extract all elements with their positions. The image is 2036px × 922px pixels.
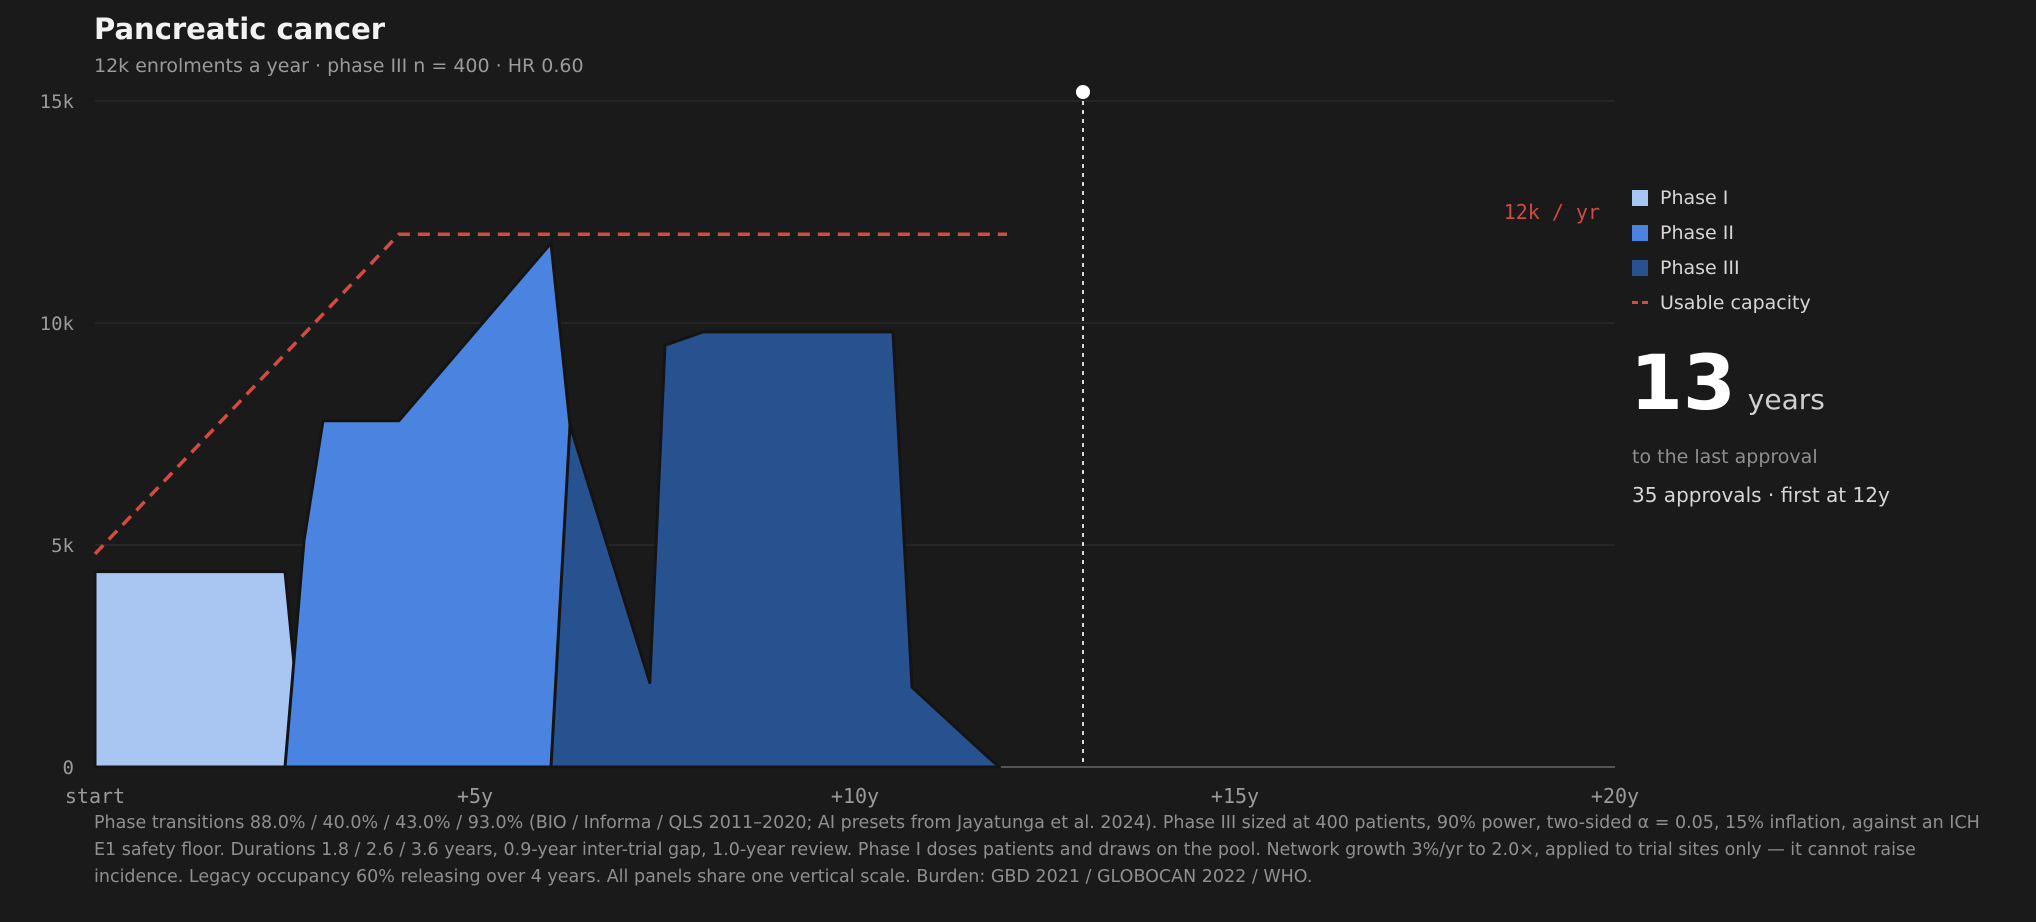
capacity-layer xyxy=(93,232,1007,556)
x-tick-label: +20y xyxy=(1591,784,1639,808)
y-tick-label: 15k xyxy=(40,91,75,113)
legend-label: Usable capacity xyxy=(1660,291,1811,314)
area-phase-i xyxy=(93,570,306,769)
approval-marker-dot xyxy=(1076,85,1090,99)
legend-item-phase-2: Phase II xyxy=(1632,215,1811,250)
legend-label: Phase III xyxy=(1660,256,1740,279)
area-phase-iii xyxy=(549,330,1001,769)
x-tick-label: +15y xyxy=(1211,784,1259,808)
legend-swatch-phase-1 xyxy=(1632,189,1648,206)
y-tick-label: 10k xyxy=(40,313,75,335)
legend-swatch-phase-3 xyxy=(1632,259,1648,276)
legend-swatch-capacity xyxy=(1632,301,1648,304)
summary-detail: 35 approvals · first at 12y xyxy=(1632,483,1890,507)
area-series xyxy=(93,241,1001,769)
axis-ticks: 0 5k 10k 15k start +5y +10y +15y +20y xyxy=(40,91,1639,808)
summary-caption: to the last approval xyxy=(1632,446,1818,468)
legend-label: Phase I xyxy=(1660,186,1729,209)
chart-subtitle: 12k enrolments a year · phase III n = 40… xyxy=(94,55,584,77)
legend-swatch-phase-2 xyxy=(1632,224,1648,241)
legend-item-phase-1: Phase I xyxy=(1632,180,1811,215)
summary-years: 13 years xyxy=(1630,345,1825,421)
x-tick-label: start xyxy=(65,784,125,808)
y-tick-label: 5k xyxy=(51,535,74,557)
legend-item-phase-3: Phase III xyxy=(1632,250,1811,285)
legend: Phase I Phase II Phase III Usable capaci… xyxy=(1632,180,1811,320)
summary-unit: years xyxy=(1747,383,1825,416)
chart-title: Pancreatic cancer xyxy=(94,12,386,46)
capacity-line xyxy=(93,232,1007,556)
x-tick-label: +10y xyxy=(831,784,879,808)
footnote: Phase transitions 88.0% / 40.0% / 43.0% … xyxy=(94,813,1980,887)
legend-label: Phase II xyxy=(1660,221,1734,244)
summary-number: 13 xyxy=(1630,338,1736,427)
marker-layer xyxy=(1076,85,1090,767)
capacity-label: 12k / yr xyxy=(1504,200,1600,224)
y-tick-label: 0 xyxy=(63,757,74,779)
x-tick-label: +5y xyxy=(457,784,493,808)
legend-item-capacity: Usable capacity xyxy=(1632,285,1811,320)
